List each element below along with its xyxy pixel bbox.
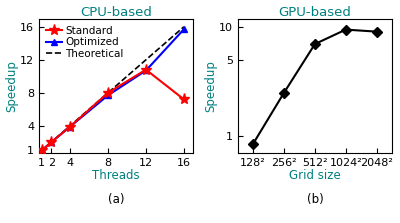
Y-axis label: Speedup: Speedup: [6, 60, 18, 112]
X-axis label: Threads: Threads: [92, 169, 140, 182]
Theoretical: [144, 58, 148, 61]
Theoretical: [39, 149, 44, 152]
Standard: [49, 141, 54, 144]
Text: (b): (b): [306, 193, 323, 206]
Line: Optimized: Optimized: [38, 26, 187, 154]
Optimized: [39, 149, 44, 152]
Title: GPU-based: GPU-based: [278, 6, 351, 19]
Standard: [106, 91, 110, 94]
Theoretical: [68, 124, 72, 127]
Line: Theoretical: Theoretical: [42, 27, 184, 151]
Theoretical: [106, 91, 110, 94]
Y-axis label: Speedup: Speedup: [204, 60, 218, 112]
Standard: [68, 125, 72, 128]
Legend: Standard, Optimized, Theoretical: Standard, Optimized, Theoretical: [44, 24, 126, 61]
Standard: [182, 98, 186, 101]
Optimized: [144, 69, 148, 72]
Text: (a): (a): [108, 193, 124, 206]
Theoretical: [49, 141, 54, 144]
Title: CPU-based: CPU-based: [80, 6, 152, 19]
Optimized: [68, 125, 72, 128]
X-axis label: Grid size: Grid size: [289, 169, 341, 182]
Line: Standard: Standard: [36, 64, 190, 156]
Standard: [144, 68, 148, 71]
Optimized: [106, 94, 110, 97]
Optimized: [182, 28, 186, 31]
Optimized: [49, 141, 54, 144]
Theoretical: [182, 25, 186, 28]
Standard: [39, 149, 44, 152]
